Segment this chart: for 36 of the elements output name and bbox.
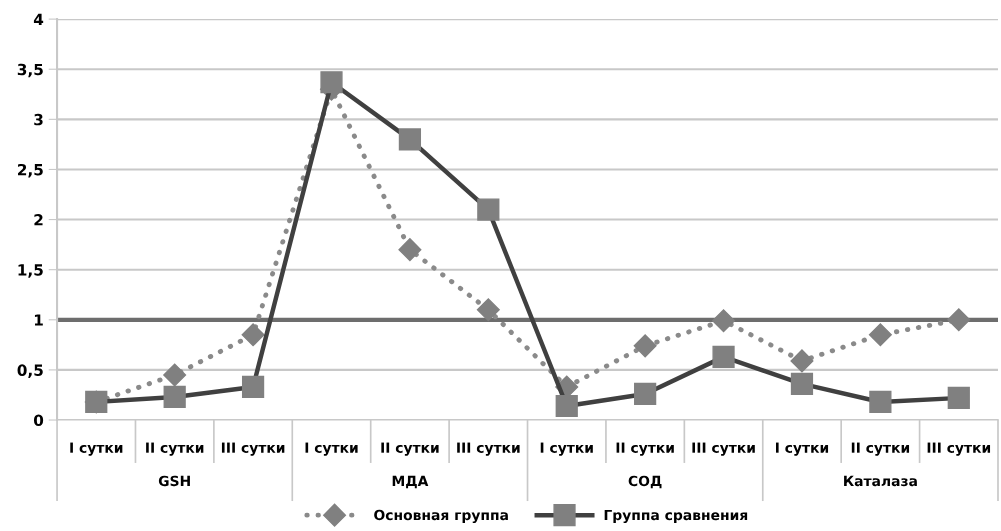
text: GSH [158, 475, 190, 487]
point [241, 323, 265, 347]
y-tick-label: 1,5 [18, 264, 43, 278]
y-tick-label: 3 [34, 113, 43, 126]
x-tick-label: III сутки [927, 442, 991, 456]
legend-label: Группа сравнения [604, 509, 748, 524]
y-tick-label: 1 [34, 314, 43, 326]
point [476, 298, 500, 322]
x-tick-label: I сутки [70, 442, 123, 456]
x-tick-label: I сутки [540, 442, 593, 456]
x-tick-label: I сутки [305, 442, 358, 456]
x-tick-label: II сутки [146, 442, 204, 456]
y-tick-label: 3,5 [17, 63, 43, 78]
text: МДА [392, 475, 429, 489]
x-tick-label: I сутки [776, 442, 829, 456]
point [163, 363, 187, 387]
point [868, 323, 892, 347]
y-tick-label: 2 [34, 214, 43, 226]
y-tick-label: 0 [33, 414, 44, 427]
x-tick-label: III сутки [692, 442, 755, 456]
text: СОД [628, 475, 662, 489]
legend-label: Основная группа [374, 509, 508, 524]
x-tick-label: III сутки [221, 442, 285, 456]
x-tick-label: II сутки [851, 442, 910, 456]
y-tick-label: 2,5 [18, 163, 43, 178]
text: Каталаза [844, 475, 917, 487]
x-tick-label: II сутки [381, 442, 439, 456]
x-tick-label: III сутки [457, 442, 520, 456]
y-tick-label: 4 [33, 13, 44, 25]
point [633, 334, 657, 358]
point [947, 308, 971, 332]
point [712, 309, 736, 333]
point [398, 238, 422, 262]
y-tick-label: 0,5 [17, 364, 43, 378]
x-tick-label: II сутки [616, 442, 674, 456]
point [790, 349, 814, 373]
